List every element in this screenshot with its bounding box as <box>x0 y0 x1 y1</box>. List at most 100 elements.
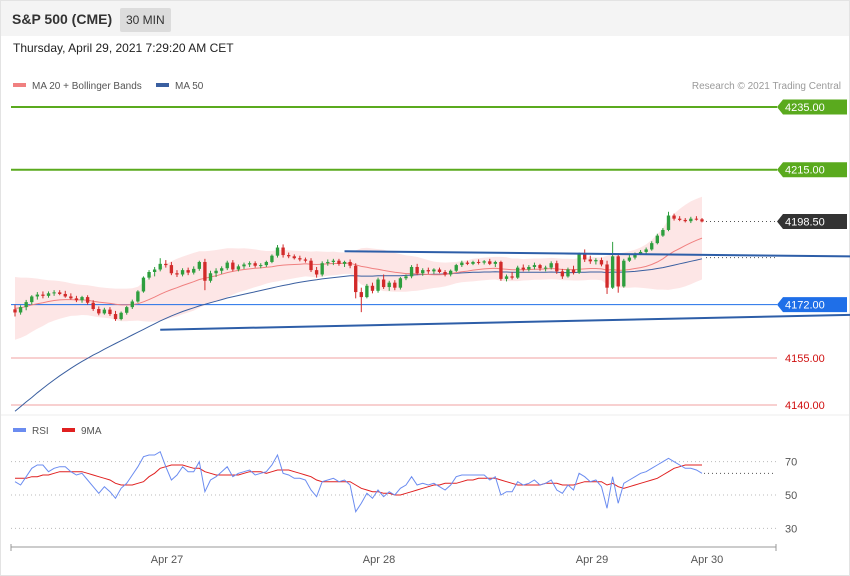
level-label: 4235.00 <box>785 102 825 114</box>
candle-body <box>281 247 285 256</box>
candle-body <box>113 314 118 320</box>
candle-body <box>259 265 263 267</box>
candle-body <box>125 307 129 313</box>
candle-body <box>203 261 207 281</box>
candle <box>259 263 263 269</box>
candle-body <box>158 263 162 270</box>
candle <box>219 266 224 274</box>
candle <box>169 261 174 276</box>
candle <box>113 310 118 321</box>
candle-body <box>677 218 682 220</box>
candle-body <box>666 215 671 230</box>
candle-body <box>650 243 654 250</box>
candle-body <box>493 261 498 264</box>
candle <box>443 270 447 277</box>
candle <box>521 264 525 272</box>
candle <box>655 233 659 245</box>
candle <box>35 292 40 300</box>
candle <box>136 290 140 303</box>
candle-body <box>610 256 615 288</box>
candle <box>342 260 347 267</box>
candle <box>666 211 671 232</box>
candle <box>253 261 257 268</box>
candle <box>594 258 598 265</box>
candle <box>242 262 246 269</box>
rsi-line <box>14 450 703 513</box>
candle-body <box>398 278 403 288</box>
ma50-line <box>14 258 703 412</box>
candle-body <box>192 268 196 273</box>
candle <box>225 260 229 271</box>
candle <box>510 271 514 280</box>
candle-body <box>108 309 112 315</box>
legend-ma20: MA 20 + Bollinger Bands <box>13 81 142 92</box>
level-tag-current <box>777 213 847 229</box>
candle <box>203 258 207 291</box>
candle-body <box>287 255 291 257</box>
x-tick-label: Apr 30 <box>691 554 723 566</box>
candle <box>348 259 352 269</box>
candle <box>326 259 330 266</box>
candle-body <box>605 264 609 288</box>
candle-body <box>320 263 324 275</box>
candle <box>672 213 676 221</box>
candle <box>448 269 453 277</box>
candle-body <box>292 256 296 259</box>
candle-body <box>448 270 453 275</box>
candle-body <box>314 270 319 275</box>
candle-body <box>35 294 40 297</box>
candle-body <box>527 266 531 270</box>
candle-body <box>700 219 704 222</box>
candle <box>549 261 553 270</box>
candle <box>208 270 213 283</box>
candle <box>683 218 687 223</box>
timeframe-badge[interactable]: 30 MIN <box>120 8 171 32</box>
rsi-ma-swatch <box>62 428 75 433</box>
candle-body <box>275 247 280 256</box>
level-label: 4172.00 <box>785 300 825 312</box>
candle <box>527 265 531 272</box>
level-label: 4198.50 <box>785 216 825 228</box>
candle <box>359 287 363 313</box>
candle <box>354 263 358 299</box>
candle <box>599 257 604 267</box>
candle-body <box>164 263 168 266</box>
candle-body <box>219 268 224 271</box>
ma20-swatch <box>13 83 26 88</box>
candle-body <box>41 294 45 296</box>
candle <box>465 260 470 266</box>
candle-body <box>627 257 632 261</box>
candle <box>80 295 84 303</box>
candle <box>91 300 95 311</box>
candle-body <box>689 218 693 222</box>
candle-body <box>543 267 548 269</box>
candle <box>186 267 190 276</box>
level-label: 4155.00 <box>785 353 825 365</box>
candle-body <box>264 261 269 266</box>
candle <box>275 245 280 258</box>
candle <box>58 290 62 296</box>
candle <box>566 267 570 278</box>
candle-body <box>381 279 386 288</box>
candle <box>555 260 559 274</box>
candle-body <box>633 253 637 258</box>
candle-body <box>52 292 56 294</box>
candle-body <box>152 269 157 272</box>
candle-body <box>426 270 430 272</box>
candle <box>30 295 34 305</box>
candle-body <box>560 271 565 277</box>
candle-body <box>683 219 687 222</box>
candle <box>381 274 386 289</box>
candle-body <box>454 265 458 271</box>
candle-body <box>393 282 397 288</box>
candle-body <box>119 312 123 320</box>
candle-body <box>460 262 464 266</box>
candle <box>192 266 196 275</box>
candle-body <box>13 309 17 313</box>
level-label: 4140.00 <box>785 400 825 412</box>
candle <box>247 261 252 267</box>
candle-body <box>97 309 101 314</box>
candle <box>152 266 157 277</box>
candle-body <box>214 270 218 274</box>
legend-ma50: MA 50 <box>156 81 203 92</box>
